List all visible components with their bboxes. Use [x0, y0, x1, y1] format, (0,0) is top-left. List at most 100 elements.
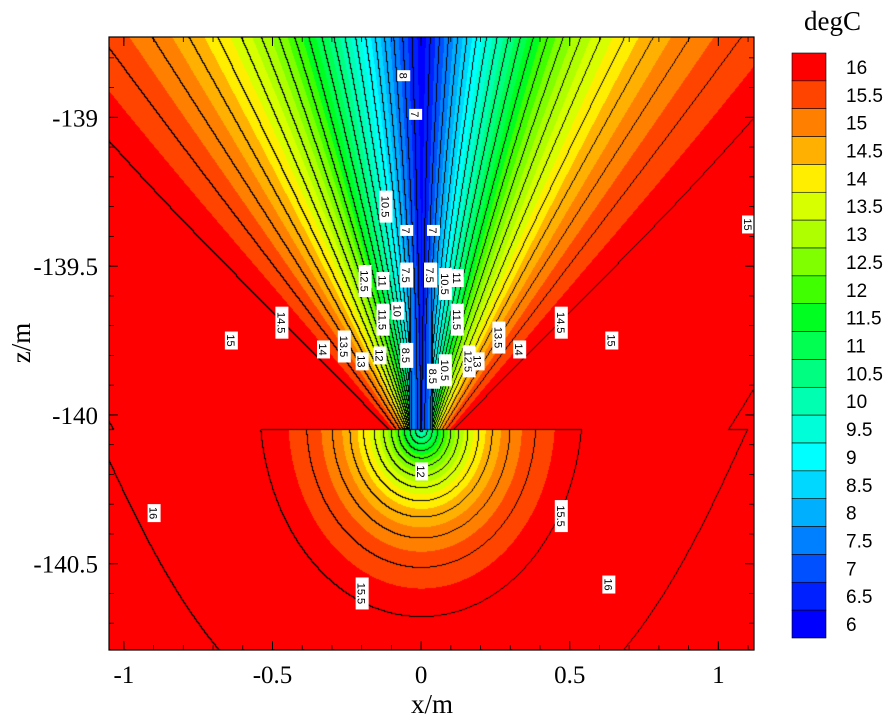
colorbar-swatch [791, 414, 827, 444]
contour-label: 8.5 [426, 363, 440, 389]
y-tick-label: -140.5 [33, 552, 98, 579]
colorbar-swatch [791, 470, 827, 500]
colorbar-label: 12 [846, 281, 867, 302]
contour-label-bg [355, 577, 369, 610]
contour-label: 12 [414, 462, 429, 481]
colorbar-swatch [791, 498, 827, 527]
contour-label-text: 13.5 [337, 336, 349, 357]
contour-label: 10.5 [438, 354, 452, 387]
contour-label-text: 15 [604, 334, 616, 346]
contour-label-bg [147, 504, 161, 523]
contour-label: 12 [372, 346, 387, 365]
colorbar-swatch [791, 52, 827, 82]
contour-label: 10.5 [378, 190, 393, 223]
contour-label-bg [397, 70, 411, 82]
contour-label-text: 12 [414, 465, 426, 477]
contour-label-bg [426, 224, 440, 236]
colorbar-label: 9 [846, 448, 857, 469]
contour-label-bg [415, 462, 429, 481]
contour-label: 11 [450, 269, 464, 288]
colorbar-swatch [791, 581, 827, 611]
contour-label-text: 11 [375, 275, 387, 286]
contour-label: 14 [316, 340, 331, 359]
contour-label-text: 16 [147, 507, 159, 519]
contour-label-bg [376, 303, 390, 336]
contour-label-bg [391, 301, 405, 320]
contour-label-text: 14 [512, 343, 524, 355]
x-tick-label: -0.5 [253, 662, 293, 689]
colorbar-swatch [791, 386, 827, 416]
contour-label-text: 8.5 [426, 369, 438, 384]
contour-label: 10.5 [438, 267, 452, 300]
contour-label-bg [605, 331, 619, 350]
contour-label: 12.5 [358, 265, 372, 298]
contour-label-bg [450, 269, 464, 288]
contour-label: 11.5 [375, 303, 390, 336]
contour-label-text: 13 [471, 355, 483, 367]
colorbar-label: 13 [846, 225, 867, 246]
colorbar-label: 15.5 [846, 86, 883, 107]
contour-label-bg [554, 500, 568, 533]
colorbar-swatch [791, 164, 827, 193]
contour-label-bg [438, 267, 452, 300]
colorbar-label: 8 [846, 504, 857, 525]
plot-frame [108, 36, 755, 651]
contour-label-text: 15.5 [355, 583, 367, 604]
contour-label-bg [400, 342, 414, 368]
colorbar-label: 6.5 [846, 587, 872, 608]
contour-label-text: 7 [426, 227, 438, 233]
contour-label-text: 7.5 [423, 267, 435, 282]
contour-label: 7 [399, 224, 414, 236]
contour-label-text: 15.5 [554, 505, 566, 526]
contour-label-text: 11.5 [450, 309, 462, 330]
colorbar-swatch [791, 275, 827, 305]
contour-label: 15 [604, 331, 619, 350]
contour-label: 11.5 [450, 303, 464, 336]
x-tick-label: -1 [113, 662, 134, 689]
contour-label: 8 [396, 70, 411, 82]
contour-label-bg [317, 340, 331, 359]
contour-label-text: 14.5 [274, 312, 286, 333]
colorbar-swatch [791, 442, 827, 472]
y-tick-label: -139 [52, 105, 98, 132]
x-tick-label: 1 [712, 662, 725, 689]
contour-label-bg [275, 306, 289, 339]
contour-label-bg [742, 215, 754, 234]
colorbar-swatch [791, 219, 827, 249]
contour-label-text: 15 [224, 334, 236, 346]
contour-label: 11 [375, 272, 390, 291]
colorbar-swatch [791, 526, 827, 555]
contour-label-bg [358, 265, 372, 298]
x-tick-label: 0.5 [554, 662, 585, 689]
contour-label-text: 12 [372, 349, 384, 361]
colorbar-swatch [791, 80, 827, 110]
contour-label-bg [400, 262, 414, 288]
colorbar-label: 6 [846, 615, 857, 636]
contour-label-text: 8.5 [399, 348, 411, 363]
colorbar-swatch [791, 554, 827, 583]
contour-label: 8.5 [399, 342, 414, 368]
contour-label-text: 14 [316, 343, 328, 355]
contour-label: 7 [426, 224, 440, 236]
colorbar: 16 15.5 15 14.5 14 13.5 13 12.5 12 11.5 11 10.5 10 9.… [791, 52, 883, 639]
colorbar-label: 8.5 [846, 476, 872, 497]
temperature-field [109, 37, 754, 650]
contour-label-text: 13.5 [491, 327, 503, 348]
contour-label-bg [438, 354, 452, 387]
contour-label-bg [426, 363, 440, 389]
contour-label-text: 11 [450, 272, 462, 283]
contour-label-text: 8 [396, 73, 408, 79]
contour-label: 7 [408, 108, 423, 120]
contour-label-bg [355, 352, 369, 371]
contour-label-text: 15 [741, 218, 753, 230]
colorbar-swatch [791, 331, 827, 360]
colorbar-label: 15 [846, 114, 867, 135]
colorbar-label: 11 [846, 337, 866, 358]
contour-label-text: 14.5 [554, 312, 566, 333]
contour-label-bg [492, 321, 506, 354]
contour-label-bg [424, 262, 438, 288]
contour-label-text: 7.5 [399, 267, 411, 282]
colorbar-title: degC [804, 6, 861, 36]
